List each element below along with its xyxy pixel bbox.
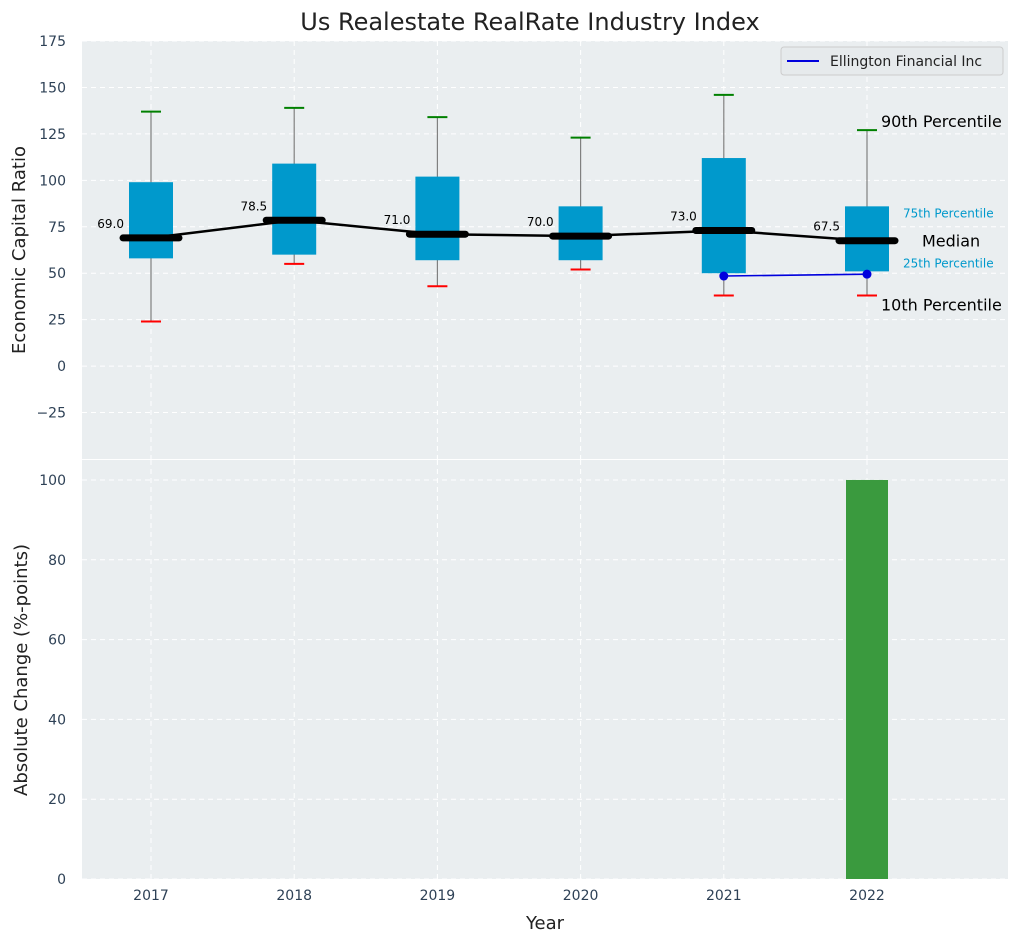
annotation-90th-percentile: 90th Percentile <box>881 112 1002 131</box>
median-value-label: 73.0 <box>670 209 697 223</box>
top-y-tick-label: 0 <box>57 359 66 375</box>
annotation-10th-percentile: 10th Percentile <box>881 296 1002 315</box>
legend-box <box>780 46 1004 76</box>
median-value-label: 69.0 <box>97 217 124 231</box>
top-y-tick-label: 150 <box>39 80 66 96</box>
x-tick-label: 2018 <box>276 888 312 904</box>
x-tick-label: 2021 <box>706 888 742 904</box>
iqr-box <box>129 182 173 259</box>
annotation-75th-percentile: 75th Percentile <box>903 206 994 220</box>
top-y-axis-label: Economic Capital Ratio <box>9 146 30 354</box>
legend: Ellington Financial Inc <box>780 46 1004 76</box>
chart-title: Us Realestate RealRate Industry Index <box>300 8 759 36</box>
bottom-y-tick-label: 20 <box>48 792 66 808</box>
top-y-tick-label: 25 <box>48 313 66 329</box>
top-y-tick-label: 100 <box>39 173 66 189</box>
median-value-label: 70.0 <box>527 215 554 229</box>
top-y-tick-label: 75 <box>48 220 66 236</box>
median-value-label: 71.0 <box>384 213 411 227</box>
bottom-y-tick-label: 80 <box>48 553 66 569</box>
x-axis-label: Year <box>525 913 565 934</box>
bottom-y-tick-label: 0 <box>57 872 66 888</box>
annotation-25th-percentile: 25th Percentile <box>903 256 994 270</box>
iqr-box <box>272 163 317 255</box>
top-y-tick-label: 125 <box>39 127 66 143</box>
top-y-tick-label: −25 <box>36 406 66 422</box>
company-series-line <box>723 273 868 277</box>
x-tick-label: 2017 <box>133 888 169 904</box>
company-series-point <box>719 271 729 281</box>
x-tick-label: 2022 <box>849 888 885 904</box>
bottom-y-tick-label: 60 <box>48 633 66 649</box>
median-value-label: 67.5 <box>813 220 840 234</box>
median-value-label: 78.5 <box>240 199 267 213</box>
bottom-y-tick-label: 40 <box>48 712 66 728</box>
bottom-panel: 0 20 40 60 80 100 2017 2018 2019 2020 2021 2022 <box>39 460 1008 904</box>
bottom-y-axis-label: Absolute Change (%-points) <box>11 544 32 796</box>
x-tick-label: 2019 <box>420 888 456 904</box>
x-tick-label: 2020 <box>563 888 599 904</box>
top-y-tick-label: 175 <box>39 34 66 50</box>
change-bar <box>846 479 888 879</box>
iqr-box <box>701 158 746 274</box>
top-y-tick-label: 50 <box>48 266 66 282</box>
company-series-point <box>862 269 872 279</box>
annotation-median: Median <box>922 232 980 251</box>
legend-entry-label: Ellington Financial Inc <box>830 54 982 70</box>
bottom-y-tick-label: 100 <box>39 473 66 489</box>
iqr-box <box>415 176 460 261</box>
top-panel: −25 0 25 50 75 100 125 150 175 69.0 78.5 71.0 70.0 73… <box>36 34 1008 459</box>
